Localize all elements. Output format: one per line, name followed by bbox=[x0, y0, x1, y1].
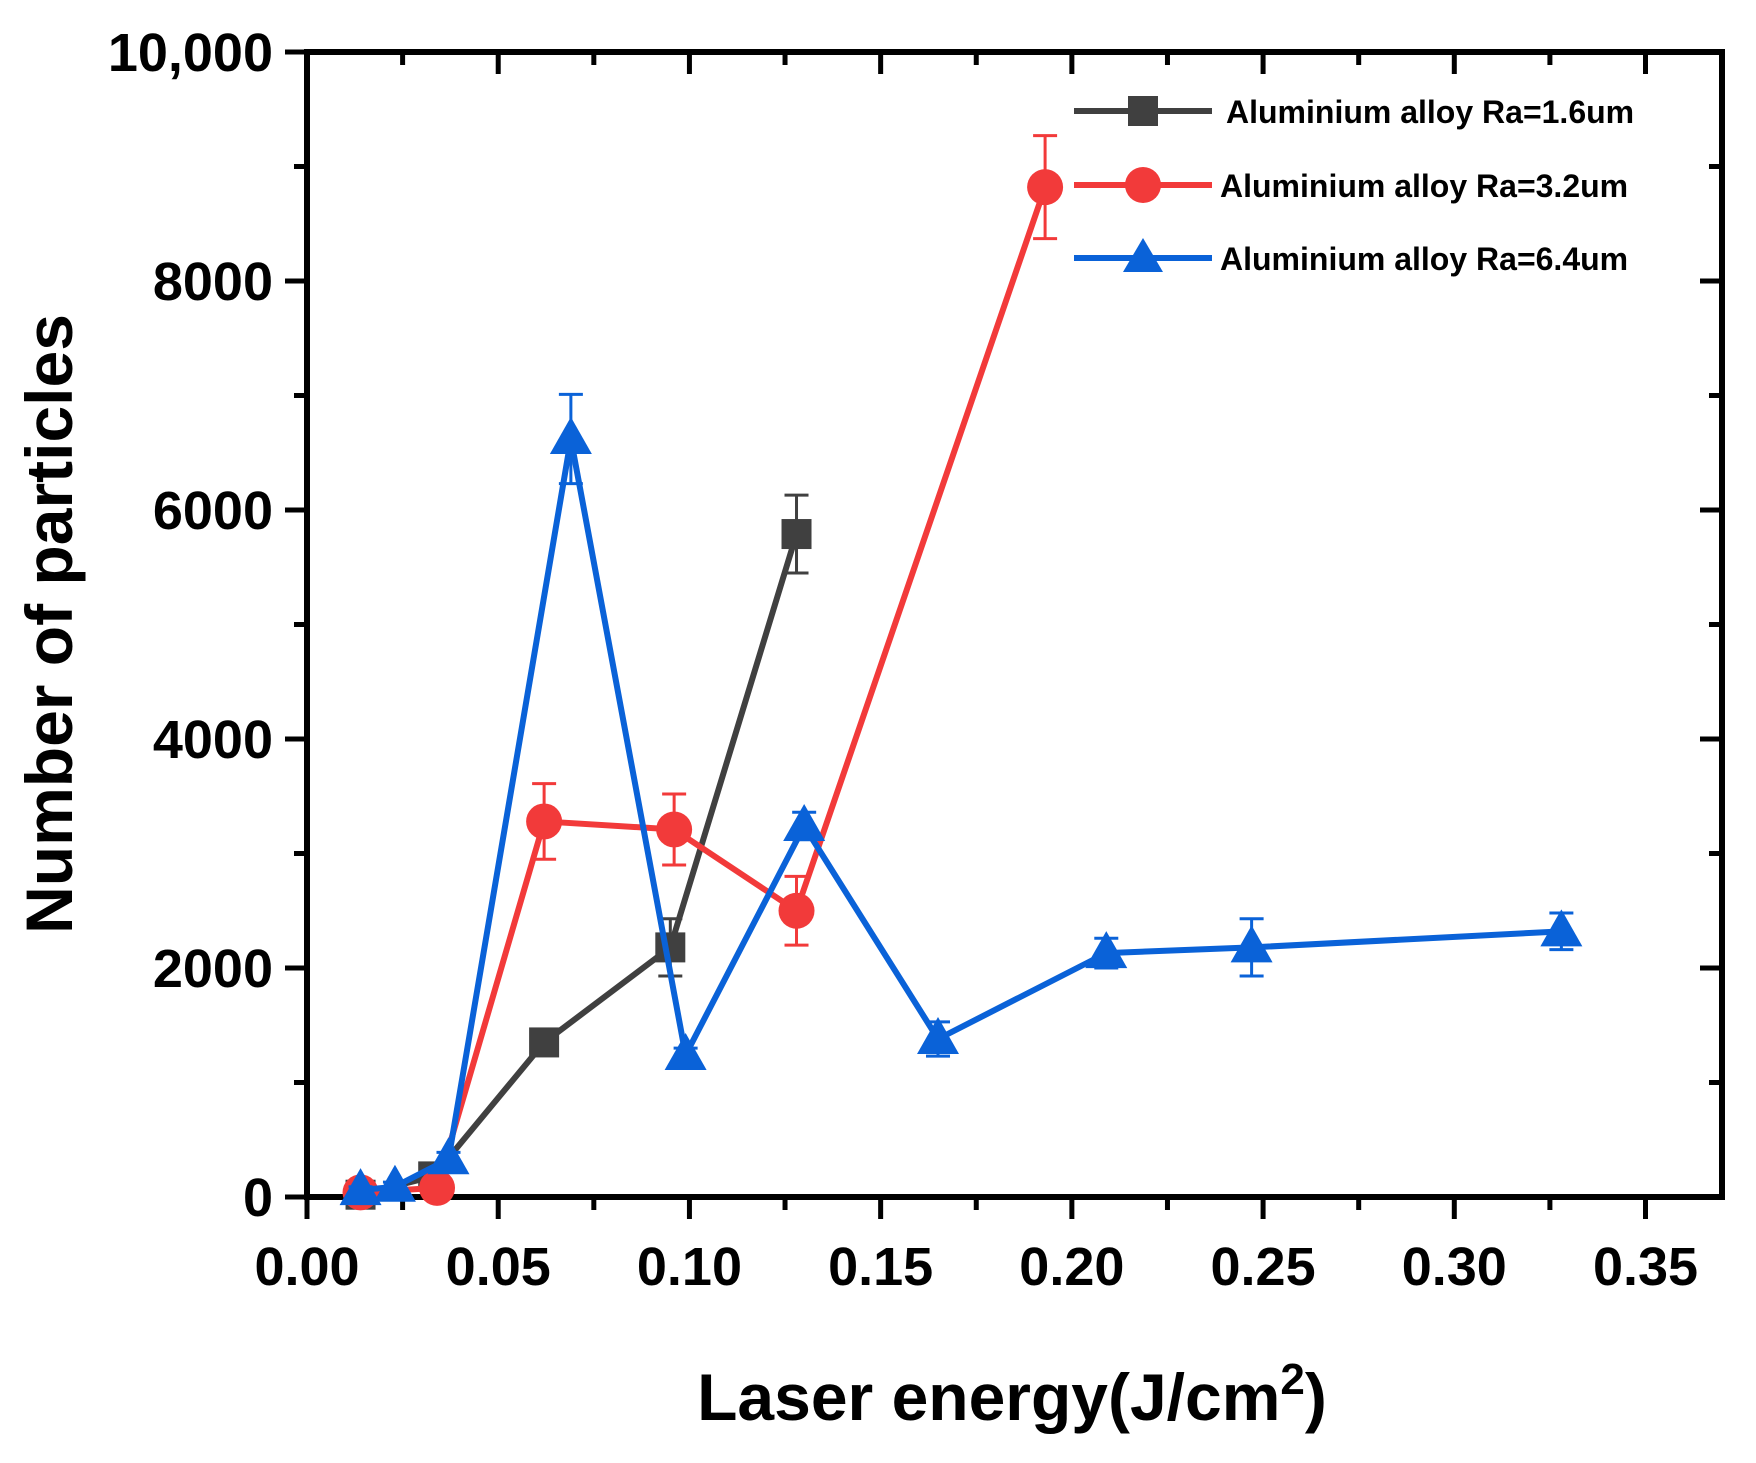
axis-ticks bbox=[285, 49, 1722, 1219]
y-tick-label: 2000 bbox=[153, 939, 273, 999]
x-axis-title: Laser energy(J/cm2) bbox=[697, 1355, 1327, 1434]
data-point-triangle bbox=[1230, 925, 1273, 963]
data-point-circle bbox=[526, 803, 563, 840]
x-tick-label: 0.30 bbox=[1402, 1237, 1507, 1297]
x-tick-label: 0.20 bbox=[1019, 1237, 1124, 1297]
legend-item-ra-1-6: Aluminium alloy Ra=1.6um bbox=[1074, 94, 1634, 130]
data-point-square bbox=[529, 1027, 560, 1058]
legend-label-ra-1-6: Aluminium alloy Ra=1.6um bbox=[1226, 94, 1634, 130]
x-tick-label: 0.10 bbox=[637, 1237, 742, 1297]
legend-label-ra-6-4: Aluminium alloy Ra=6.4um bbox=[1220, 241, 1628, 277]
data-point-circle bbox=[1027, 169, 1064, 206]
series-layer bbox=[339, 134, 1583, 1211]
x-tick-label: 0.00 bbox=[254, 1237, 359, 1297]
data-point-square bbox=[781, 519, 812, 550]
x-tick-label: 0.35 bbox=[1593, 1237, 1698, 1297]
tick-labels: 0.00 0.05 0.10 0.15 0.20 0.25 0.30 0.35 0 2000 400… bbox=[108, 23, 1698, 1297]
y-tick-label: 0 bbox=[243, 1168, 273, 1228]
x-tick-label: 0.05 bbox=[446, 1237, 551, 1297]
data-point-triangle bbox=[783, 804, 826, 842]
legend-item-ra-6-4: Aluminium alloy Ra=6.4um bbox=[1074, 238, 1628, 277]
x-tick-label: 0.15 bbox=[828, 1237, 933, 1297]
legend-marker-triangle bbox=[1123, 238, 1163, 272]
x-axis-title-suffix: ) bbox=[1305, 1360, 1327, 1434]
data-point-triangle bbox=[427, 1137, 470, 1175]
series-line bbox=[360, 436, 1562, 1194]
x-axis-title-main: Laser energy(J/cm bbox=[697, 1360, 1280, 1434]
y-tick-label: 8000 bbox=[153, 252, 273, 312]
legend-marker-square bbox=[1128, 96, 1158, 126]
data-point-triangle bbox=[339, 1168, 382, 1206]
legend-marker-circle bbox=[1125, 167, 1161, 203]
data-point-triangle bbox=[664, 1033, 707, 1071]
y-tick-label: 10,000 bbox=[108, 23, 273, 83]
y-axis-title: Number of particles bbox=[12, 314, 86, 934]
data-point-circle bbox=[778, 892, 815, 929]
data-point-triangle bbox=[549, 417, 592, 455]
data-point-triangle bbox=[1540, 909, 1583, 947]
series-triangle bbox=[339, 392, 1583, 1206]
y-tick-label: 6000 bbox=[153, 481, 273, 541]
x-tick-label: 0.25 bbox=[1211, 1237, 1316, 1297]
data-point-triangle bbox=[373, 1164, 416, 1202]
legend-item-ra-3-2: Aluminium alloy Ra=3.2um bbox=[1074, 167, 1628, 204]
data-point-circle bbox=[656, 811, 693, 848]
plot-frame bbox=[304, 49, 1725, 1200]
legend: Aluminium alloy Ra=1.6um Aluminium alloy… bbox=[1074, 94, 1634, 277]
legend-label-ra-3-2: Aluminium alloy Ra=3.2um bbox=[1220, 168, 1628, 204]
data-point-triangle bbox=[917, 1016, 960, 1054]
data-point-circle bbox=[419, 1169, 456, 1206]
data-point-triangle bbox=[1085, 931, 1128, 969]
y-tick-label: 4000 bbox=[153, 710, 273, 770]
series-circle bbox=[342, 134, 1064, 1211]
x-axis-title-superscript: 2 bbox=[1280, 1355, 1304, 1404]
series-square bbox=[345, 493, 812, 1210]
